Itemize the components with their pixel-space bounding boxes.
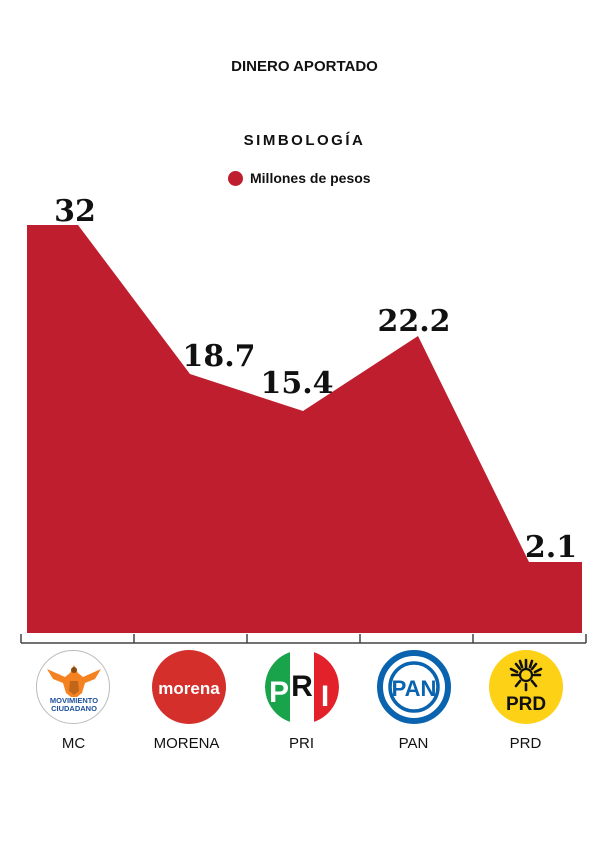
chart-title: DINERO APORTADO (231, 58, 378, 75)
category-label-pan: PAN (398, 735, 429, 752)
svg-text:I: I (321, 680, 329, 713)
sun-icon: PRD (506, 658, 546, 715)
category-label-morena: MORENA (153, 735, 220, 752)
value-label-pri: 15.4 (260, 366, 333, 401)
svg-text:PAN: PAN (392, 676, 437, 701)
value-label-morena: 18.7 (182, 339, 255, 374)
area-series (27, 225, 582, 633)
legend-dot-icon (228, 170, 243, 186)
category-label-prd: PRD (509, 735, 542, 752)
svg-text:MOVIMIENTO: MOVIMIENTO (50, 696, 98, 705)
legend-label: Millones de pesos (250, 170, 371, 186)
value-label-mc: 32 (54, 194, 96, 229)
value-label-pan: 22.2 (377, 304, 450, 339)
svg-text:PRD: PRD (506, 694, 546, 715)
value-label-prd: 2.1 (525, 530, 577, 565)
pri-logo: P R I (265, 650, 339, 724)
x-axis (20, 634, 587, 644)
svg-text:P: P (269, 676, 289, 709)
category-label-mc: MC (61, 735, 86, 752)
morena-logo: morena (152, 650, 226, 724)
svg-text:R: R (291, 670, 313, 703)
legend: Millones de pesos (228, 170, 371, 186)
svg-text:morena: morena (158, 679, 220, 698)
legend-title: SIMBOLOGÍA (243, 132, 366, 149)
eagle-icon: MOVIMIENTO CIUDADANO (47, 665, 101, 713)
category-label-pri: PRI (288, 735, 314, 752)
prd-logo: PRD (489, 650, 563, 724)
svg-text:CIUDADANO: CIUDADANO (51, 704, 97, 713)
pan-logo: PAN (377, 650, 451, 724)
mc-logo: MOVIMIENTO CIUDADANO (36, 650, 110, 724)
